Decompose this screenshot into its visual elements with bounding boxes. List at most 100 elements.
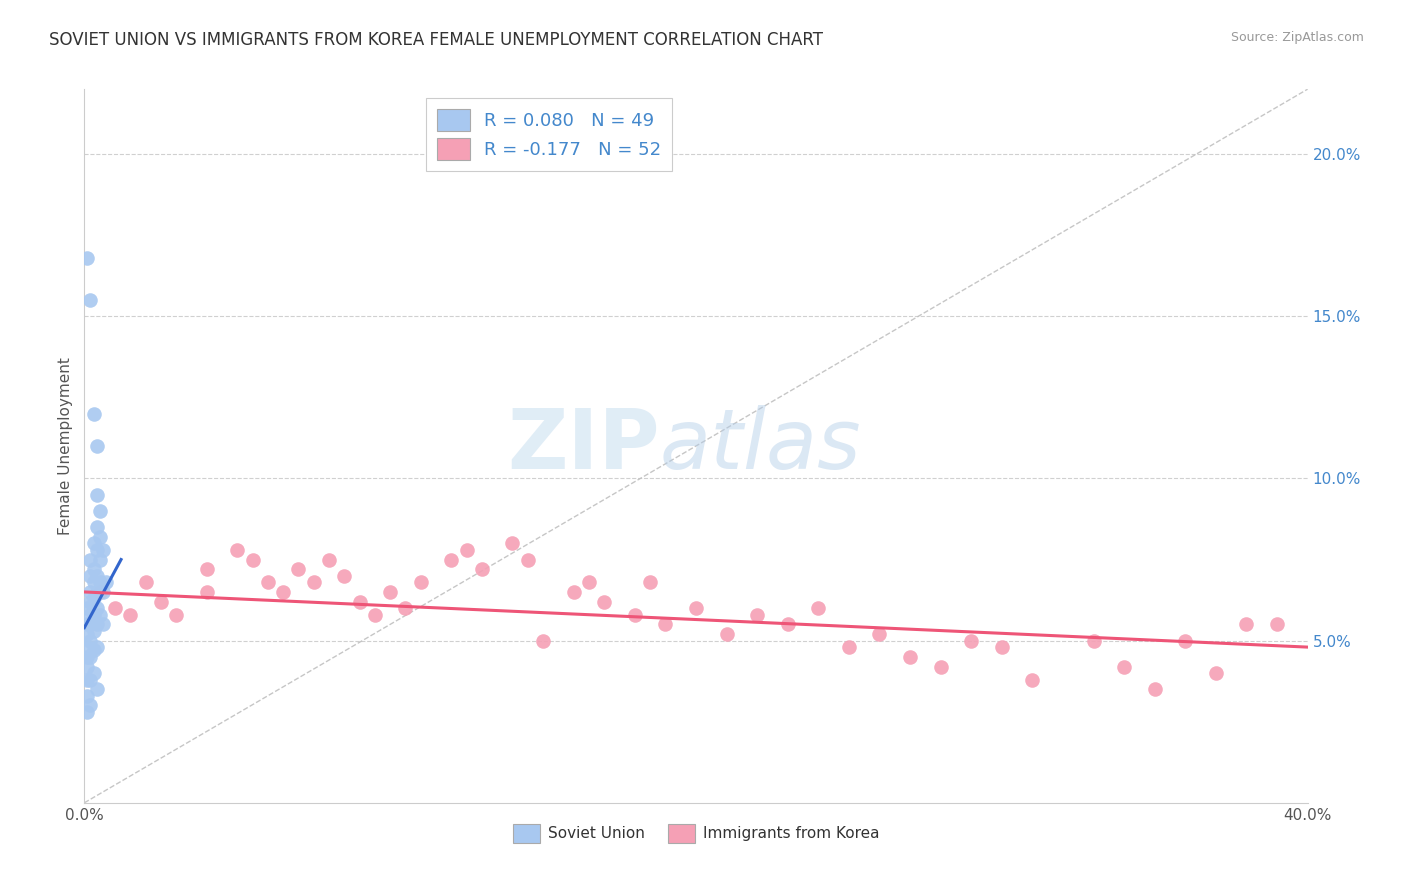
Point	[89, 607, 111, 622]
Point	[89, 504, 111, 518]
Point	[135, 575, 157, 590]
Legend: Soviet Union, Immigrants from Korea: Soviet Union, Immigrants from Korea	[506, 818, 886, 848]
Point	[747, 607, 769, 622]
Point	[79, 673, 101, 687]
Point	[869, 627, 891, 641]
Point	[516, 552, 538, 566]
Point	[1265, 617, 1288, 632]
Point	[807, 601, 830, 615]
Point	[76, 251, 98, 265]
Point	[91, 617, 114, 632]
Point	[716, 627, 738, 641]
Point	[79, 585, 101, 599]
Point	[776, 617, 799, 632]
Point	[318, 552, 340, 566]
Point	[83, 407, 105, 421]
Point	[86, 542, 108, 557]
Point	[1114, 659, 1136, 673]
Y-axis label: Female Unemployment: Female Unemployment	[58, 357, 73, 535]
Point	[76, 649, 98, 664]
Point	[502, 536, 524, 550]
Point	[364, 607, 387, 622]
Point	[79, 595, 101, 609]
Point	[685, 601, 707, 615]
Point	[440, 552, 463, 566]
Point	[1143, 682, 1166, 697]
Point	[562, 585, 585, 599]
Point	[76, 617, 98, 632]
Point	[991, 640, 1014, 654]
Point	[89, 552, 111, 566]
Point	[471, 562, 494, 576]
Point	[83, 624, 105, 638]
Point	[929, 659, 952, 673]
Point	[76, 689, 98, 703]
Point	[86, 488, 108, 502]
Point	[165, 607, 187, 622]
Point	[89, 530, 111, 544]
Point	[79, 568, 101, 582]
Point	[86, 439, 108, 453]
Point	[593, 595, 616, 609]
Point	[624, 607, 647, 622]
Point	[120, 607, 142, 622]
Point	[76, 673, 98, 687]
Point	[349, 595, 371, 609]
Point	[1205, 666, 1227, 681]
Point	[83, 536, 105, 550]
Point	[242, 552, 264, 566]
Point	[91, 542, 114, 557]
Point	[79, 293, 101, 307]
Point	[333, 568, 356, 582]
Point	[1083, 633, 1105, 648]
Point	[838, 640, 860, 654]
Point	[91, 585, 114, 599]
Point	[394, 601, 416, 615]
Point	[89, 575, 111, 590]
Point	[76, 659, 98, 673]
Point	[79, 607, 101, 622]
Point	[86, 568, 108, 582]
Point	[960, 633, 983, 648]
Point	[76, 640, 98, 654]
Point	[380, 585, 402, 599]
Point	[79, 552, 101, 566]
Point	[638, 575, 661, 590]
Point	[149, 595, 172, 609]
Point	[456, 542, 478, 557]
Point	[83, 562, 105, 576]
Point	[86, 585, 108, 599]
Point	[94, 575, 117, 590]
Text: atlas: atlas	[659, 406, 860, 486]
Point	[1021, 673, 1043, 687]
Point	[79, 617, 101, 632]
Point	[226, 542, 249, 557]
Point	[76, 627, 98, 641]
Point	[257, 575, 280, 590]
Point	[1236, 617, 1258, 632]
Point	[86, 682, 108, 697]
Text: ZIP: ZIP	[506, 406, 659, 486]
Point	[578, 575, 600, 590]
Point	[86, 520, 108, 534]
Point	[89, 585, 111, 599]
Point	[287, 562, 309, 576]
Point	[83, 591, 105, 606]
Point	[531, 633, 554, 648]
Point	[409, 575, 432, 590]
Point	[83, 666, 105, 681]
Point	[83, 643, 105, 657]
Point	[79, 698, 101, 713]
Point	[76, 705, 98, 719]
Point	[271, 585, 294, 599]
Text: Source: ZipAtlas.com: Source: ZipAtlas.com	[1230, 31, 1364, 45]
Point	[86, 640, 108, 654]
Point	[104, 601, 127, 615]
Point	[195, 562, 218, 576]
Point	[898, 649, 921, 664]
Point	[76, 601, 98, 615]
Point	[83, 607, 105, 622]
Point	[86, 617, 108, 632]
Point	[86, 601, 108, 615]
Point	[195, 585, 218, 599]
